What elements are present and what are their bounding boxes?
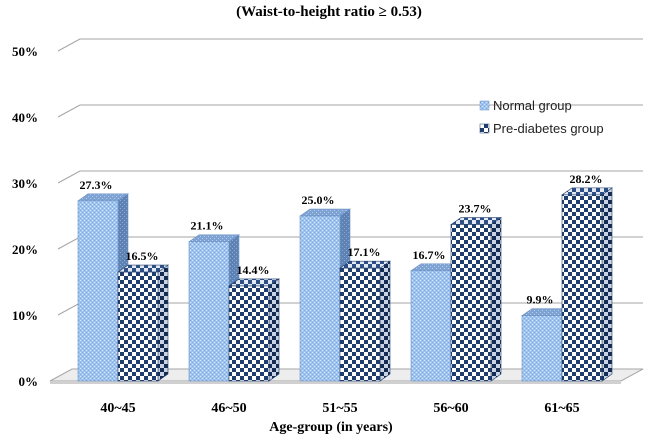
gridline-side bbox=[57, 38, 81, 52]
y-tick-label: 40% bbox=[12, 110, 38, 125]
gridline-side bbox=[57, 104, 81, 118]
bar-prediabetes-51~55 bbox=[339, 260, 391, 382]
y-tick-label: 10% bbox=[12, 308, 38, 323]
data-label: 28.2% bbox=[570, 172, 603, 186]
y-tick-label: 0% bbox=[19, 374, 39, 389]
x-tick-label: 46~50 bbox=[211, 401, 246, 416]
floor-front-edge bbox=[50, 381, 621, 384]
bar-front bbox=[77, 200, 119, 382]
x-tick-label: 51~55 bbox=[322, 401, 357, 416]
gridline-side bbox=[57, 302, 81, 316]
bar-front bbox=[188, 241, 230, 382]
data-label: 25.0% bbox=[302, 193, 335, 207]
bar-side bbox=[601, 187, 613, 382]
data-label: 9.9% bbox=[527, 293, 554, 307]
x-axis-label: Age-group (in years) bbox=[269, 420, 393, 435]
legend: Normal group Pre-diabetes group bbox=[479, 98, 604, 136]
gridline-side bbox=[57, 170, 81, 184]
x-axis-ticks: 40~45 46~50 51~55 56~60 61~65 bbox=[100, 401, 579, 416]
bar-prediabetes-46~50 bbox=[228, 278, 280, 382]
data-label: 14.4% bbox=[237, 263, 270, 277]
bar-prediabetes-40~45 bbox=[117, 264, 169, 382]
data-label: 23.7% bbox=[459, 202, 492, 216]
bar-front bbox=[228, 285, 270, 382]
y-tick-label: 50% bbox=[12, 44, 38, 59]
bar-front bbox=[521, 315, 563, 382]
legend-swatch-prediabetes bbox=[479, 123, 490, 134]
x-tick-label: 56~60 bbox=[433, 401, 468, 416]
bar-front bbox=[117, 271, 159, 382]
x-tick-label: 61~65 bbox=[544, 401, 579, 416]
bar-front bbox=[299, 215, 341, 382]
data-label: 21.1% bbox=[191, 219, 224, 233]
bar-side bbox=[268, 278, 280, 382]
gridlines bbox=[57, 38, 643, 316]
data-label: 27.3% bbox=[80, 178, 113, 192]
gridline-side bbox=[57, 236, 81, 250]
bar-front bbox=[450, 224, 492, 382]
bar-prediabetes-56~60 bbox=[450, 217, 502, 382]
legend-label-normal: Normal group bbox=[493, 98, 572, 113]
bar-front bbox=[339, 267, 381, 382]
bar-side bbox=[490, 217, 502, 382]
legend-swatch-normal bbox=[479, 100, 490, 111]
data-labels: 27.3% 16.5% 21.1% 14.4% 25.0% 17.1% 16.7% 23.7%… bbox=[80, 172, 603, 307]
data-label: 16.7% bbox=[413, 248, 446, 262]
chart-title: (Waist-to-height ratio ≥ 0.53) bbox=[236, 4, 422, 20]
bar-prediabetes-61~65 bbox=[561, 187, 613, 382]
x-tick-label: 40~45 bbox=[100, 401, 135, 416]
y-tick-label: 30% bbox=[12, 176, 38, 191]
legend-label-prediabetes: Pre-diabetes group bbox=[493, 121, 604, 136]
y-axis-ticks: 0% 10% 20% 30% 40% 50% bbox=[12, 44, 38, 389]
bar-front bbox=[410, 270, 452, 382]
y-tick-label: 20% bbox=[12, 242, 38, 257]
bar-side bbox=[379, 260, 391, 382]
bars bbox=[77, 187, 613, 382]
bar-side bbox=[157, 264, 169, 382]
data-label: 17.1% bbox=[348, 245, 381, 259]
data-label: 16.5% bbox=[126, 249, 159, 263]
bar-front bbox=[561, 194, 603, 382]
